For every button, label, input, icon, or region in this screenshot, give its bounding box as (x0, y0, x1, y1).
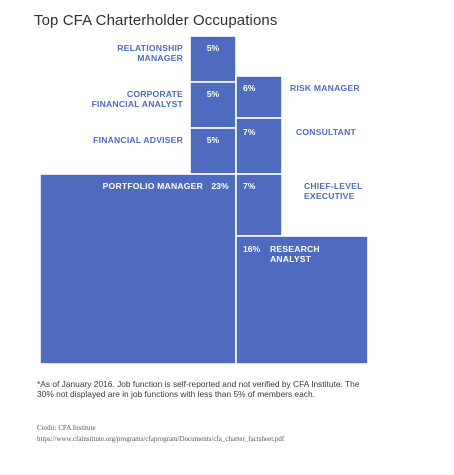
data-label: 23% (211, 181, 229, 191)
treemap-tile (235, 75, 283, 119)
treemap-tile (39, 173, 237, 365)
data-label: 5% (207, 89, 220, 99)
treemap-tile (235, 235, 369, 365)
treemap-block-chief-level-executive: 7% CHIEF-LEVEL EXECUTIVE (235, 173, 363, 237)
category-label: RELATIONSHIP MANAGER (117, 43, 183, 63)
data-label: 5% (207, 135, 220, 145)
treemap-tile (189, 35, 237, 83)
credit-url: https://www.cfainstitute.org/programs/cf… (37, 435, 285, 443)
category-label: CHIEF-LEVEL EXECUTIVE (304, 181, 363, 201)
treemap-tile (235, 173, 283, 237)
treemap-block-research-analyst: 16% RESEARCH ANALYST (235, 235, 369, 365)
category-label: CORPORATE FINANCIAL ANALYST (92, 89, 184, 109)
treemap-block-risk-manager: 6% RISK MANAGER (235, 75, 360, 119)
category-label: FINANCIAL ADVISER (93, 135, 183, 145)
chart-credit: Credit: CFA Institute https://www.cfains… (37, 423, 284, 445)
chart-title: Top CFA Charterholder Occupations (34, 12, 278, 29)
data-label: 5% (207, 43, 220, 53)
treemap-block-financial-adviser: 5% FINANCIAL ADVISER (93, 127, 237, 175)
treemap-block-portfolio-manager: 23% PORTFOLIO MANAGER (39, 173, 237, 365)
data-label: 7% (243, 127, 256, 137)
treemap-block-relationship-manager: 5% RELATIONSHIP MANAGER (117, 35, 237, 83)
treemap-block-corporate-financial-analyst: 5% CORPORATE FINANCIAL ANALYST (92, 81, 237, 129)
category-label: PORTFOLIO MANAGER (103, 181, 204, 191)
data-label: 16% (243, 244, 261, 254)
category-label: RISK MANAGER (290, 83, 360, 93)
category-label: CONSULTANT (296, 127, 356, 137)
data-label: 7% (243, 181, 256, 191)
chart-footnote: *As of January 2016. Job function is sel… (37, 379, 360, 399)
category-label: RESEARCH ANALYST (270, 244, 320, 264)
treemap-chart: 5% RELATIONSHIP MANAGER 5% CORPORATE FINANCIA… (39, 35, 369, 365)
credit-source: Credit: CFA Institute (37, 424, 96, 432)
data-label: 6% (243, 83, 256, 93)
treemap-block-consultant: 7% CONSULTANT (235, 117, 356, 175)
